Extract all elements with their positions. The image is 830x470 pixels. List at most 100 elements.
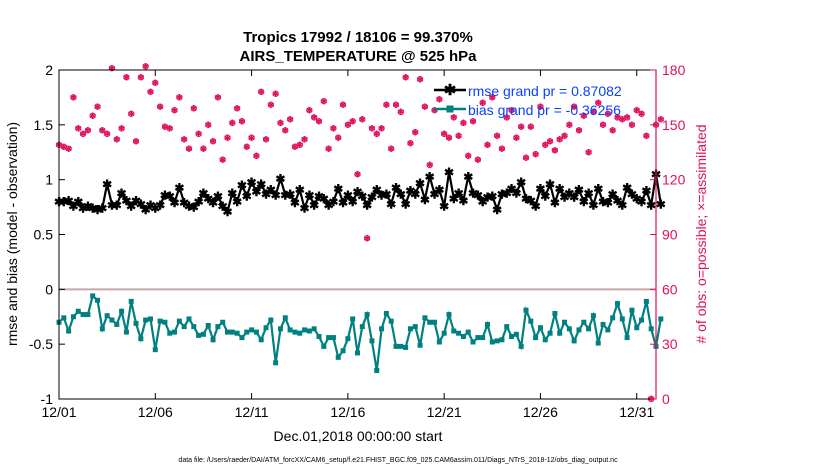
rmse-point: ✱ (526, 194, 536, 208)
obs-possible-point (585, 149, 592, 156)
obs-assimilated-point: ✱ (60, 142, 68, 152)
obs-possible-point (234, 105, 241, 112)
y-right-tick-label: 90 (662, 227, 678, 243)
obs-assimilated-point: ✱ (508, 105, 516, 115)
obs-possible-point (657, 116, 664, 123)
bias-point (417, 342, 423, 348)
obs-assimilated-point: ✱ (113, 135, 121, 145)
obs-assimilated-point: ✱ (320, 96, 328, 106)
obs-assimilated-point: ✱ (460, 118, 468, 128)
rmse-point: ✱ (362, 198, 372, 212)
rmse-point: ✱ (174, 181, 184, 195)
bias-point (634, 325, 640, 331)
obs-possible-point (368, 125, 376, 132)
rmse-point: ✱ (141, 203, 151, 217)
obs-possible-point (484, 141, 491, 149)
obs-assimilated-point: ✱ (142, 62, 150, 72)
obs-possible-point (359, 116, 366, 123)
rmse-point: ✱ (627, 187, 637, 201)
bias-point (70, 314, 76, 320)
bias-point (441, 330, 447, 336)
obs-possible-point (416, 76, 424, 83)
rmse-point: ✱ (126, 199, 136, 213)
rmse-point: ✱ (170, 196, 180, 210)
bias-point (533, 335, 539, 341)
obs-possible-point (325, 145, 332, 152)
bias-point (475, 335, 481, 341)
obs-assimilated-point: ✱ (445, 133, 453, 143)
y-left-tick-label: 1.5 (34, 117, 54, 133)
bias-point (282, 315, 288, 321)
obs-possible-point (412, 129, 419, 136)
bias-point (292, 329, 298, 335)
bias-point (258, 337, 264, 343)
obs-possible-point (296, 141, 303, 149)
obs-possible-point (441, 130, 448, 138)
rmse-point: ✱ (632, 192, 642, 206)
obs-assimilated-point: ✱ (147, 87, 155, 97)
obs-assimilated-point: ✱ (233, 104, 241, 114)
y-left-tick-label: 0.5 (34, 227, 54, 243)
obs-assimilated-point: ✱ (171, 105, 179, 115)
bias-point (586, 326, 592, 332)
rmse-point: ✱ (155, 198, 165, 212)
obs-assimilated-point: ✱ (156, 102, 164, 112)
obs-possible-point (513, 134, 520, 141)
obs-possible-point (595, 99, 602, 107)
obs-assimilated-point: ✱ (229, 118, 237, 128)
rmse-point: ✱ (218, 199, 228, 213)
obs-assimilated-point: ✱ (359, 115, 367, 125)
rmse-point: ✱ (396, 187, 406, 201)
obs-assimilated-point: ✱ (70, 93, 78, 103)
y-left-tick-label: -0.5 (29, 336, 53, 352)
obs-possible-point (609, 127, 616, 134)
obs-assimilated-point: ✱ (570, 102, 578, 112)
rmse-point: ✱ (150, 202, 160, 216)
obs-possible-point (262, 136, 270, 143)
obs-possible-point (604, 110, 611, 117)
obs-possible-point (339, 101, 347, 108)
bias-point (326, 335, 332, 341)
footer-datafile: data file: /Users/raeder/DAI/ATM_forcXX/… (178, 457, 618, 464)
obs-assimilated-point: ✱ (99, 126, 107, 136)
bias-point (571, 338, 577, 344)
y-axis-right-label: # of obs: o=possible; ×=assimilated (693, 124, 709, 343)
rmse-point: ✱ (232, 195, 242, 209)
bias-point (263, 325, 269, 331)
bias-series-line (58, 293, 662, 371)
obs-assimilated-point: ✱ (166, 124, 174, 134)
rmse-point: ✱ (59, 195, 69, 209)
rmse-point: ✱ (559, 191, 569, 205)
bias-point (277, 326, 283, 332)
rmse-point: ✱ (242, 190, 252, 204)
obs-assimilated-point: ✱ (585, 147, 593, 157)
obs-assimilated-point: ✱ (556, 135, 564, 145)
obs-assimilated-point: ✱ (344, 120, 352, 130)
obs-possible-point (344, 121, 351, 128)
obs-assimilated-point: ✱ (373, 129, 381, 139)
rmse-point: ✱ (449, 192, 459, 206)
rmse-point: ✱ (622, 181, 632, 195)
rmse-point: ✱ (73, 195, 83, 209)
bias-point (364, 312, 370, 318)
bias-point (133, 320, 139, 326)
obs-possible-point (474, 156, 481, 163)
obs-assimilated-point: ✱ (195, 129, 203, 139)
bias-point (355, 350, 360, 356)
rmse-point: ✱ (357, 190, 367, 204)
bias-point (489, 339, 495, 345)
obs-possible-point (272, 90, 279, 97)
obs-assimilated-point: ✱ (291, 142, 299, 152)
x-tick-label: 12/21 (427, 404, 462, 420)
obs-possible-point (205, 121, 212, 128)
rmse-point: ✱ (458, 194, 468, 208)
bias-point (205, 323, 211, 329)
rmse-point: ✱ (271, 189, 281, 203)
obs-assimilated-point: ✱ (527, 122, 535, 132)
bias-point (99, 326, 105, 332)
rmse-point: ✱ (492, 203, 502, 217)
obs-assimilated-point: ✱ (301, 135, 309, 145)
obs-possible-point (546, 138, 554, 145)
obs-assimilated-point: ✱ (450, 113, 458, 123)
bias-point (542, 337, 548, 343)
